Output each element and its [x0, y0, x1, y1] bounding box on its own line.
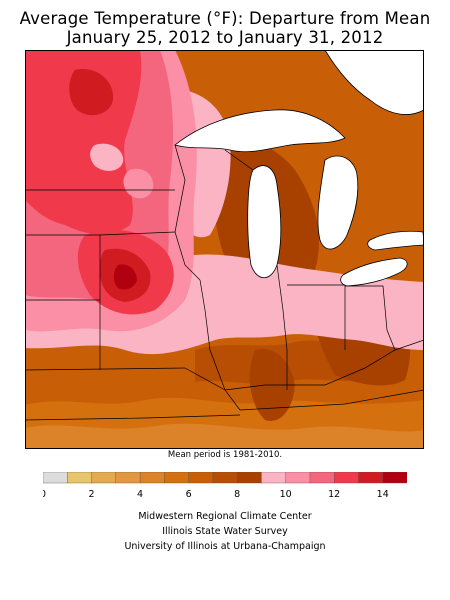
credit-mrcc: Midwestern Regional Climate Center [138, 511, 312, 522]
legend-swatch [382, 472, 407, 484]
departure-fill-13-14 [69, 69, 114, 116]
legend-swatch [164, 472, 190, 484]
legend-tick-label: 8 [234, 489, 240, 500]
legend-tick-label: 6 [186, 489, 192, 500]
temperature-departure-map [25, 50, 424, 449]
lake-superior [174, 109, 346, 153]
lake-michigan [247, 165, 282, 279]
legend-swatch [334, 472, 359, 484]
legend-swatch [236, 472, 262, 484]
map-date-range: January 25, 2012 to January 31, 2012 [66, 28, 384, 47]
legend-swatch [309, 472, 335, 484]
lake-ontario [367, 230, 424, 251]
state-borders [25, 144, 424, 421]
legend-swatch [139, 472, 165, 484]
departure-fill-4-5 [25, 423, 424, 449]
legend-swatch [261, 472, 287, 484]
departure-fill-9-10 [90, 143, 124, 171]
legend-tick-label: 10 [280, 489, 292, 500]
legend-tick-label: 14 [377, 489, 389, 500]
color-scale-legend: 0 2 4 6 8 10 12 14 [43, 472, 407, 500]
credit-isws: Illinois State Water Survey [162, 526, 288, 537]
legend-swatch [188, 472, 214, 484]
legend-swatch [67, 472, 93, 484]
credit-uiuc: University of Illinois at Urbana-Champai… [124, 541, 326, 552]
departure-fill-14-15 [113, 264, 137, 290]
legend-swatch [43, 472, 68, 484]
legend-tick-label: 12 [328, 489, 340, 500]
legend-tick-label: 0 [43, 489, 46, 500]
legend-tick-label: 4 [137, 489, 143, 500]
lake-erie [340, 257, 408, 287]
legend-swatch [115, 472, 141, 484]
legend-swatch [358, 472, 384, 484]
legend-tick-label: 2 [89, 489, 95, 500]
map-title: Average Temperature (°F): Departure from… [19, 9, 431, 28]
legend-swatch [91, 472, 117, 484]
lake-canada-north [324, 50, 424, 115]
lake-huron [317, 155, 359, 250]
mean-period-note: Mean period is 1981-2010. [167, 450, 283, 460]
departure-fill-10-11 [123, 168, 154, 199]
legend-swatch [212, 472, 238, 484]
legend-swatch [285, 472, 311, 484]
